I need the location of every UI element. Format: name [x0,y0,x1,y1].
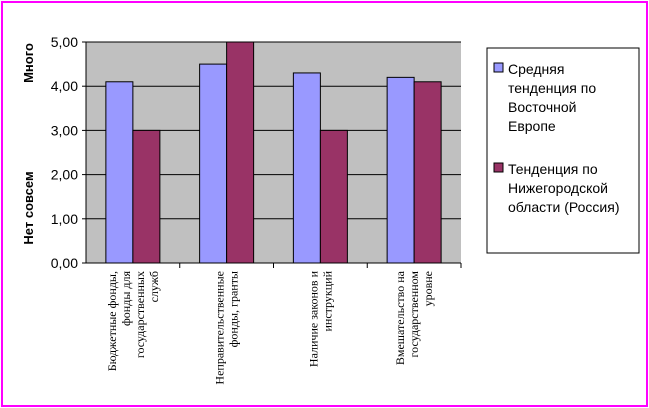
bar [199,63,228,264]
x-category-label-line: государственном [407,271,421,358]
x-category-label-line: государственных [133,271,147,358]
x-category-label-line: уровне [421,271,435,306]
legend-label: Восточной [508,99,577,115]
x-category-label-line: Вмешательство на [393,270,407,365]
x-category-label: Вмешательство на государственном уровне [393,270,435,365]
y-tick-labels: 0,00 1,00 2,00 3,00 4,00 5,00 [51,34,78,271]
bars [105,41,442,264]
axes [82,41,462,268]
x-category-label: Бюджетные фонды, фонды для государственных… [105,271,161,372]
bar [292,72,321,264]
bar [386,76,415,264]
x-category-label-line: фонды для [119,271,133,326]
bar [105,81,134,264]
x-category-label-line: Неправительственные [213,271,227,385]
y-tick-label: 5,00 [51,34,78,50]
y-tick-label: 2,00 [51,167,78,183]
legend-label: Тенденция по [508,161,598,177]
x-category-label-line: служб [147,271,161,302]
legend-label: тенденция по [508,80,596,96]
legend-label: Средняя [508,61,564,77]
y-tick-label: 3,00 [51,122,78,138]
legend-box [486,47,640,254]
y-word-top: Много [21,43,36,83]
bar [226,41,255,264]
y-tick-label: 4,00 [51,78,78,94]
y-tick-label: 0,00 [51,255,78,271]
legend-label: области (Россия) [508,199,620,215]
bar [413,81,442,264]
x-category-label: Наличие законов и инструкций [306,270,334,367]
legend-swatch [493,62,504,73]
x-category-label-line: фонды, гранты [227,271,241,347]
legend: Средняя тенденция по Восточной Европе Тенден… [486,47,640,254]
y-tick-label: 1,00 [51,211,78,227]
x-category-label: Неправительственные фонды, гранты [213,271,241,385]
bar [132,129,161,264]
x-category-label-line: Бюджетные фонды, [105,271,119,371]
x-category-labels: Бюджетные фонды, фонды для государственных… [105,270,435,384]
y-word-bottom: Нет совсем [21,171,36,244]
x-category-label-line: Наличие законов и [306,270,320,367]
legend-swatch [493,162,504,173]
bar [319,129,348,264]
legend-label: Европе [508,118,556,134]
legend-label: Нижегородской [508,180,608,196]
x-category-label-line: инструкций [320,270,334,331]
